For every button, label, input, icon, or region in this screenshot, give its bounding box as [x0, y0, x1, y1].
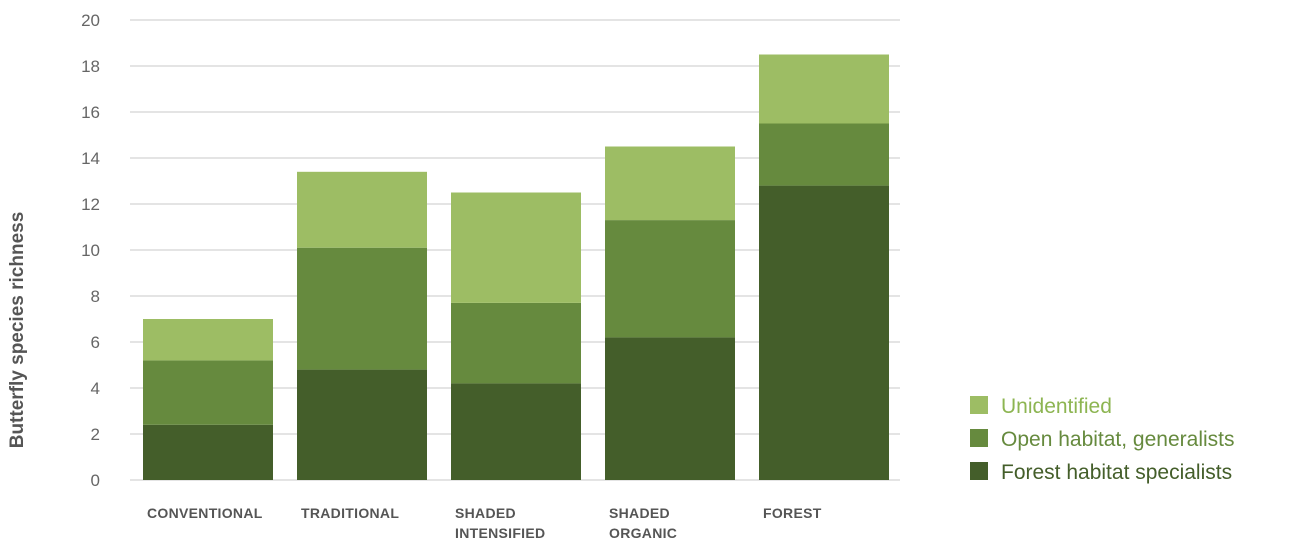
y-tick-label: 10: [81, 241, 100, 260]
x-category-label: ORGANIC: [609, 525, 677, 541]
y-tick-label: 8: [91, 287, 100, 306]
y-axis-ticks: 0 2 4 6 8 10 12 14 16 18 20: [81, 11, 100, 490]
y-tick-label: 6: [91, 333, 100, 352]
legend-swatch: [970, 429, 988, 447]
y-tick-label: 12: [81, 195, 100, 214]
y-tick-label: 16: [81, 103, 100, 122]
bar-segment: [297, 369, 427, 480]
y-tick-label: 14: [81, 149, 100, 168]
x-category-label: FOREST: [763, 505, 822, 521]
y-axis-title: Butterfly species richness: [7, 212, 28, 449]
x-category-label: CONVENTIONAL: [147, 505, 263, 521]
x-category-label: SHADED: [455, 505, 516, 521]
legend-label: Unidentified: [1001, 395, 1112, 418]
bars: [143, 54, 889, 480]
y-tick-label: 0: [91, 471, 100, 490]
x-category-label: SHADED: [609, 505, 670, 521]
legend-swatch: [970, 462, 988, 480]
x-category-label: INTENSIFIED: [455, 525, 545, 541]
bar-segment: [143, 319, 273, 361]
bar-segment: [451, 192, 581, 303]
bar-segment: [297, 171, 427, 248]
bar-segment: [759, 54, 889, 124]
legend-swatch: [970, 396, 988, 414]
bar-segment: [451, 302, 581, 384]
y-tick-label: 2: [91, 425, 100, 444]
legend-label: Forest habitat specialists: [1001, 461, 1232, 484]
bar-segment: [759, 185, 889, 480]
legend-label: Open habitat, generalists: [1001, 428, 1234, 451]
bar-segment: [297, 247, 427, 370]
legend: Unidentified Open habitat, generalists For…: [970, 395, 1234, 484]
y-tick-label: 18: [81, 57, 100, 76]
y-tick-label: 4: [91, 379, 100, 398]
bar-segment: [143, 424, 273, 480]
bar-segment: [451, 383, 581, 480]
y-tick-label: 20: [81, 11, 100, 30]
x-axis-categories: CONVENTIONAL TRADITIONAL SHADED INTENSIFIED…: [147, 505, 822, 541]
bar-segment: [605, 337, 735, 480]
bar-segment: [143, 360, 273, 425]
x-category-label: TRADITIONAL: [301, 505, 399, 521]
bar-segment: [605, 220, 735, 338]
bar-segment: [759, 123, 889, 186]
bar-segment: [605, 146, 735, 221]
